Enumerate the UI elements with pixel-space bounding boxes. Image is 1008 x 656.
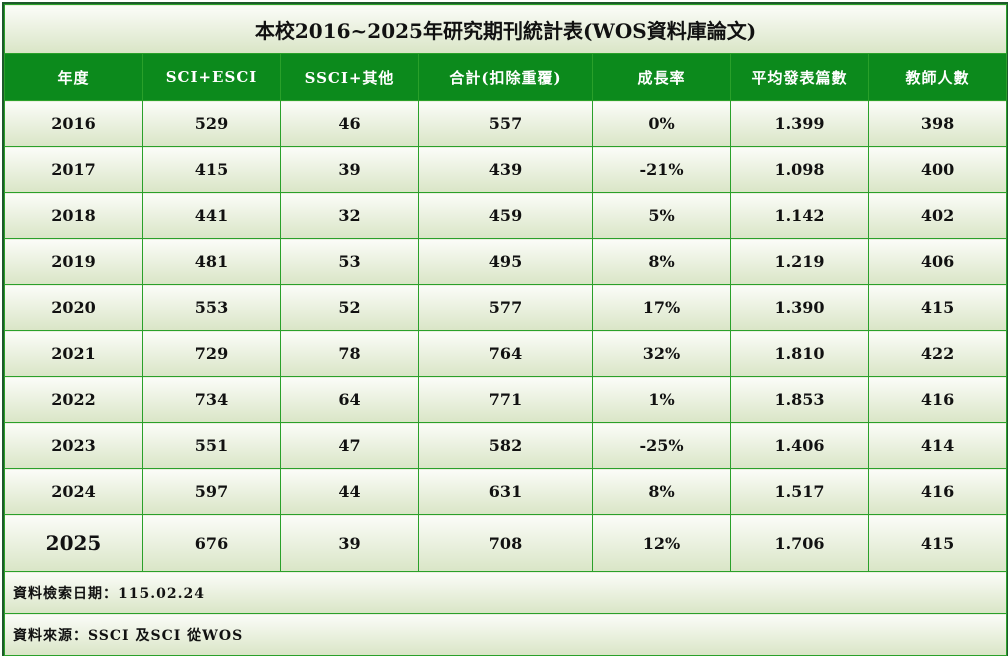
table-cell: 17%: [592, 284, 731, 331]
table-cell: 2020: [4, 284, 143, 331]
table-cell: 44: [280, 468, 419, 515]
table-cell: 46: [280, 100, 419, 147]
journal-stats-table: 本校2016~2025年研究期刊統計表(WOS資料庫論文) 年度 SCI+ESCI…: [3, 4, 1008, 656]
table-cell: 1.219: [730, 238, 869, 285]
table-cell: 1.390: [730, 284, 869, 331]
table-row: 2020 553 52 577 17% 1.390 415: [4, 284, 1008, 331]
table-cell: 32%: [592, 330, 731, 377]
table-cell: 1.706: [730, 514, 869, 572]
table-cell: 1.517: [730, 468, 869, 515]
table-cell: 2016: [4, 100, 143, 147]
column-header: SSCI+其他: [280, 53, 419, 101]
column-header: 年度: [4, 53, 143, 101]
table-cell: 582: [418, 422, 593, 469]
table-row: 2017 415 39 439 -21% 1.098 400: [4, 146, 1008, 193]
table-cell: 416: [867, 468, 1008, 515]
table-cell: 1.098: [730, 146, 869, 193]
table-cell: -25%: [592, 422, 731, 469]
table-cell: 1.399: [730, 100, 869, 147]
table-cell: 8%: [592, 238, 731, 285]
table-cell: 2025: [4, 514, 143, 572]
table-cell: 416: [867, 376, 1008, 423]
table-cell: 1.810: [730, 330, 869, 377]
table-cell: 415: [867, 284, 1008, 331]
column-header: 成長率: [592, 53, 731, 101]
table-cell: 764: [418, 330, 593, 377]
table-cell: 0%: [592, 100, 731, 147]
table-cell: 53: [280, 238, 419, 285]
table-cell: 2023: [4, 422, 143, 469]
table-cell: 1.406: [730, 422, 869, 469]
header-row: 年度 SCI+ESCI SSCI+其他 合計(扣除重覆) 成長率 平均發表篇數 教師人數: [4, 53, 1008, 101]
table-cell: 557: [418, 100, 593, 147]
retrieval-date: 資料檢索日期：115.02.24: [3, 571, 1008, 614]
table-row: 2016 529 46 557 0% 1.399 398: [4, 100, 1008, 147]
table-cell: -21%: [592, 146, 731, 193]
table-cell: 551: [142, 422, 281, 469]
table-row: 2021 729 78 764 32% 1.810 422: [4, 330, 1008, 377]
table-row: 2024 597 44 631 8% 1.517 416: [4, 468, 1008, 515]
column-header: 平均發表篇數: [730, 53, 869, 101]
table-row: 2023 551 47 582 -25% 1.406 414: [4, 422, 1008, 469]
table-cell: 459: [418, 192, 593, 239]
table-cell: 1%: [592, 376, 731, 423]
table-cell: 1.142: [730, 192, 869, 239]
table-cell: 422: [867, 330, 1008, 377]
table-cell: 402: [867, 192, 1008, 239]
table-cell: 78: [280, 330, 419, 377]
table-row: 2025 676 39 708 12% 1.706 415: [4, 514, 1008, 572]
table-cell: 2017: [4, 146, 143, 193]
table-cell: 400: [867, 146, 1008, 193]
table-row: 2022 734 64 771 1% 1.853 416: [4, 376, 1008, 423]
table-cell: 529: [142, 100, 281, 147]
table-cell: 631: [418, 468, 593, 515]
table-cell: 729: [142, 330, 281, 377]
table-cell: 481: [142, 238, 281, 285]
table-cell: 708: [418, 514, 593, 572]
table-cell: 406: [867, 238, 1008, 285]
table-cell: 439: [418, 146, 593, 193]
table-cell: 2024: [4, 468, 143, 515]
table-cell: 5%: [592, 192, 731, 239]
table-row: 2018 441 32 459 5% 1.142 402: [4, 192, 1008, 239]
table-cell: 495: [418, 238, 593, 285]
table-cell: 2019: [4, 238, 143, 285]
table-cell: 553: [142, 284, 281, 331]
table-cell: 39: [280, 514, 419, 572]
table-cell: 12%: [592, 514, 731, 572]
column-header: 教師人數: [867, 53, 1008, 101]
table-cell: 398: [867, 100, 1008, 147]
table-cell: 2022: [4, 376, 143, 423]
table-cell: 52: [280, 284, 419, 331]
table-cell: 415: [142, 146, 281, 193]
table-cell: 32: [280, 192, 419, 239]
table-title: 本校2016~2025年研究期刊統計表(WOS資料庫論文): [3, 4, 1008, 54]
table-row: 2019 481 53 495 8% 1.219 406: [4, 238, 1008, 285]
table-cell: 2021: [4, 330, 143, 377]
column-header: SCI+ESCI: [142, 53, 281, 101]
table-cell: 1.853: [730, 376, 869, 423]
table-cell: 64: [280, 376, 419, 423]
table-cell: 771: [418, 376, 593, 423]
table-cell: 414: [867, 422, 1008, 469]
table-cell: 577: [418, 284, 593, 331]
table-cell: 2018: [4, 192, 143, 239]
table-cell: 47: [280, 422, 419, 469]
table-cell: 597: [142, 468, 281, 515]
table-cell: 8%: [592, 468, 731, 515]
table-cell: 39: [280, 146, 419, 193]
table-cell: 415: [867, 514, 1008, 572]
data-source: 資料來源：SSCI 及SCI 從WOS: [3, 613, 1008, 656]
table-cell: 734: [142, 376, 281, 423]
table-cell: 676: [142, 514, 281, 572]
table-cell: 441: [142, 192, 281, 239]
column-header: 合計(扣除重覆): [418, 53, 593, 101]
